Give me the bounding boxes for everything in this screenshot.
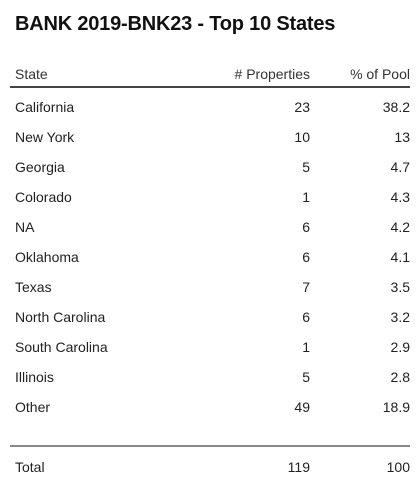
state-cell: California <box>15 99 75 115</box>
table-row: Oklahoma 6 4.1 <box>10 242 410 272</box>
total-properties: 119 <box>287 459 310 475</box>
pct-cell: 4.1 <box>390 249 410 265</box>
pct-cell: 4.7 <box>390 159 410 175</box>
table-body: California 23 38.2 New York 10 13 Georgi… <box>10 88 410 422</box>
state-cell: South Carolina <box>15 339 108 355</box>
pct-cell: 13 <box>394 129 410 145</box>
total-label: Total <box>15 459 45 475</box>
table-row: Texas 7 3.5 <box>10 272 410 302</box>
properties-cell: 6 <box>302 249 310 265</box>
states-table: State # Properties % of Pool California … <box>10 62 410 482</box>
properties-cell: 5 <box>302 369 310 385</box>
table-row: New York 10 13 <box>10 122 410 152</box>
table-row: Other 49 18.9 <box>10 392 410 422</box>
properties-cell: 5 <box>302 159 310 175</box>
state-cell: Illinois <box>15 369 54 385</box>
table-row: Illinois 5 2.8 <box>10 362 410 392</box>
state-cell: North Carolina <box>15 309 106 325</box>
total-divider <box>10 445 410 447</box>
table-row: South Carolina 1 2.9 <box>10 332 410 362</box>
pct-cell: 38.2 <box>382 99 410 115</box>
properties-cell: 23 <box>294 99 310 115</box>
total-pct: 100 <box>386 459 410 475</box>
pct-cell: 3.2 <box>390 309 410 325</box>
properties-cell: 6 <box>302 219 310 235</box>
table-row: Colorado 1 4.3 <box>10 182 410 212</box>
column-header-state: State <box>15 66 48 82</box>
properties-cell: 1 <box>302 189 310 205</box>
page-title: BANK 2019-BNK23 - Top 10 States <box>15 13 336 35</box>
pct-cell: 3.5 <box>390 279 410 295</box>
state-cell: Texas <box>15 279 52 295</box>
table-header: State # Properties % of Pool <box>10 62 410 88</box>
pct-cell: 2.8 <box>390 369 410 385</box>
properties-cell: 10 <box>294 129 310 145</box>
pct-cell: 18.9 <box>382 399 410 415</box>
state-cell: New York <box>15 129 75 145</box>
properties-cell: 49 <box>294 399 310 415</box>
total-row: Total 119 100 <box>10 452 410 482</box>
properties-cell: 7 <box>302 279 310 295</box>
state-cell: Colorado <box>15 189 72 205</box>
state-cell: Oklahoma <box>15 249 79 265</box>
pct-cell: 4.2 <box>390 219 410 235</box>
table-row: NA 6 4.2 <box>10 212 410 242</box>
table-row: North Carolina 6 3.2 <box>10 302 410 332</box>
state-cell: Georgia <box>15 159 65 175</box>
table-row: California 23 38.2 <box>10 92 410 122</box>
state-cell: NA <box>15 219 35 235</box>
column-header-pct-of-pool: % of Pool <box>350 66 410 82</box>
pct-cell: 2.9 <box>390 339 410 355</box>
table-row: Georgia 5 4.7 <box>10 152 410 182</box>
properties-cell: 6 <box>302 309 310 325</box>
properties-cell: 1 <box>302 339 310 355</box>
state-cell: Other <box>15 399 51 415</box>
column-header-properties: # Properties <box>234 66 310 82</box>
pct-cell: 4.3 <box>390 189 410 205</box>
